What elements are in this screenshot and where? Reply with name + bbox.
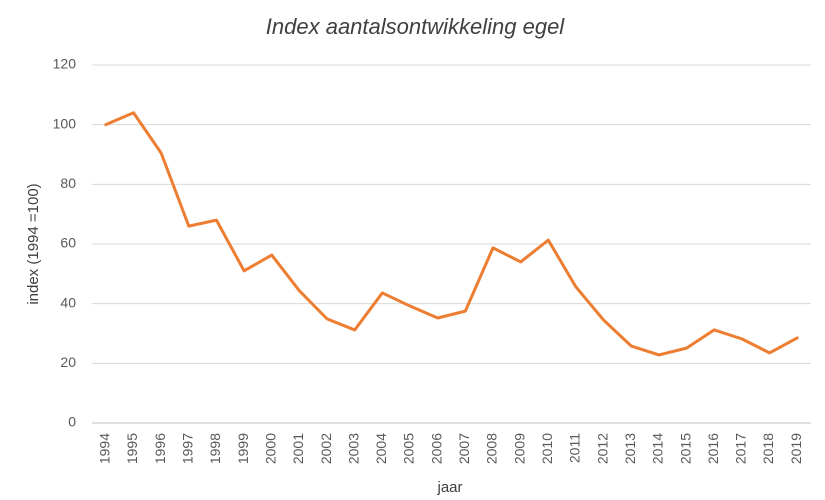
y-tick-label: 100 [53,115,77,131]
y-tick-label: 60 [60,235,76,251]
x-tick-label: 2004 [373,433,389,464]
x-tick-label: 2001 [290,433,306,464]
x-tick-label: 2016 [705,433,721,464]
x-tick-label: 1996 [152,433,168,464]
x-tick-label: 2018 [760,433,776,464]
x-tick-label: 2005 [401,433,417,464]
x-tick-label: 2007 [456,433,472,464]
x-tick-label: 2003 [345,433,361,464]
x-tick-label: 1994 [97,433,113,464]
chart-title: Index aantalsontwikkeling egel [266,14,566,39]
x-tick-label: 1997 [179,433,195,464]
y-tick-label: 20 [60,354,76,370]
data-line [104,111,799,357]
y-tick-label: 40 [60,294,76,310]
x-tick-label: 1995 [124,433,140,464]
x-tick-label: 2008 [484,433,500,464]
x-tick-label: 2013 [622,433,638,464]
y-tick-label: 80 [60,175,76,191]
x-tick-label: 2015 [677,433,693,464]
x-tick-label: 2019 [788,433,804,464]
x-tick-label: 2010 [539,433,555,464]
x-axis-title: jaar [436,479,462,496]
x-tick-label: 1998 [207,433,223,464]
x-tick-label: 2017 [733,433,749,464]
x-tick-label: 2009 [511,433,527,464]
y-tick-label: 120 [53,56,77,72]
y-axis-title: index (1994 =100) [25,183,42,304]
x-tick-label: 1999 [235,433,251,464]
x-tick-label: 2012 [594,433,610,464]
y-tick-label: 0 [68,414,76,430]
x-tick-label: 2000 [262,433,278,464]
x-tick-label: 2011 [567,433,583,463]
x-tick-label: 2002 [318,433,334,464]
x-tick-label: 2006 [428,433,444,464]
x-tick-label: 2014 [650,433,666,464]
